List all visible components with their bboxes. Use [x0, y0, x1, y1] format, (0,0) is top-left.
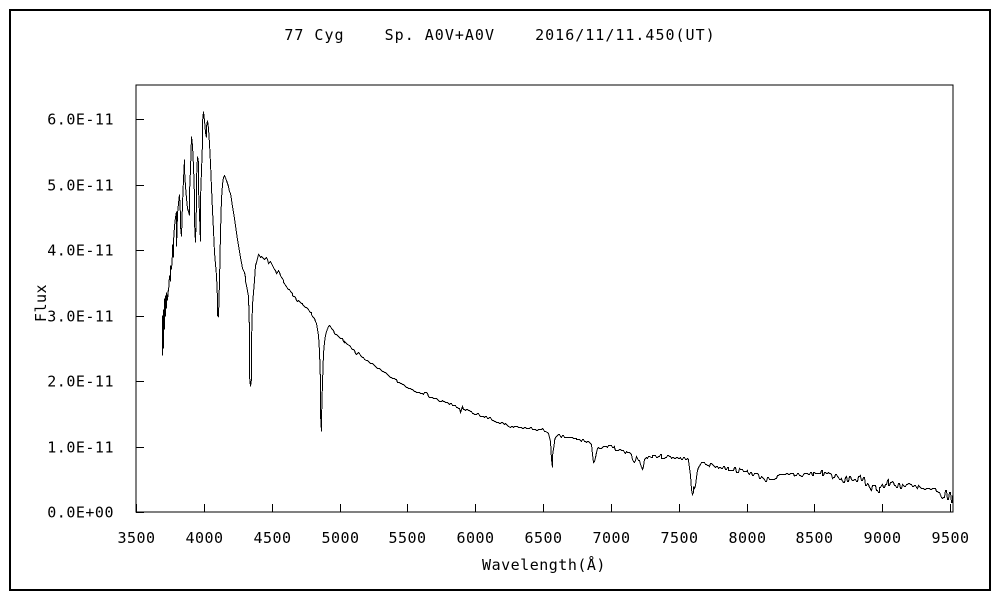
x-tick-label: 6000	[456, 529, 494, 547]
y-axis-title: Flux	[32, 284, 50, 322]
x-axis-title: Wavelength(Å)	[482, 555, 606, 574]
y-tick-label: 0.0E+00	[47, 504, 114, 522]
x-tick-label: 5500	[388, 529, 426, 547]
x-tick-label: 9000	[863, 529, 901, 547]
x-tick-label: 7500	[660, 529, 698, 547]
x-tick-label: 3500	[117, 529, 155, 547]
spectrum-line	[162, 111, 953, 503]
x-tick-label: 7000	[592, 529, 630, 547]
y-tick-label: 2.0E-11	[47, 373, 114, 391]
x-tick-label: 8000	[728, 529, 766, 547]
y-tick-label: 5.0E-11	[47, 177, 114, 195]
x-tick-label: 9500	[931, 529, 969, 547]
y-tick-label: 6.0E-11	[47, 111, 114, 129]
chart-title: 77 Cyg Sp. A0V+A0V 2016/11/11.450(UT)	[284, 26, 715, 44]
y-tick-label: 4.0E-11	[47, 242, 114, 260]
x-tick-label: 4500	[253, 529, 291, 547]
x-tick-label: 5000	[321, 529, 359, 547]
y-tick-label: 1.0E-11	[47, 439, 114, 457]
y-tick-label: 3.0E-11	[47, 308, 114, 326]
plot-box	[135, 84, 954, 513]
x-tick-label: 6500	[524, 529, 562, 547]
x-axis-ticks: 3500 4000 4500 5000 5500 6000 6500 7000 7500 8000…	[117, 504, 969, 547]
x-tick-label: 4000	[185, 529, 223, 547]
outer-border	[9, 9, 991, 591]
x-tick-label: 8500	[795, 529, 833, 547]
y-axis-ticks: 0.0E+00 1.0E-11 2.0E-11 3.0E-11 4.0E-11 5.0E-…	[47, 111, 144, 522]
